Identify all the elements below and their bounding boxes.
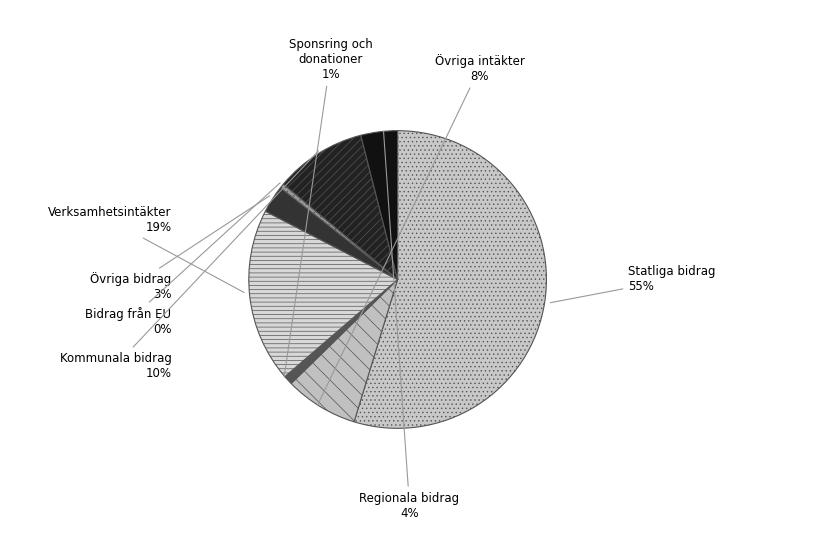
- Text: Statliga bidrag
55%: Statliga bidrag 55%: [550, 266, 716, 303]
- Wedge shape: [283, 135, 398, 280]
- Wedge shape: [280, 184, 398, 280]
- Wedge shape: [361, 131, 398, 280]
- Text: Verksamhetsintäkter
19%: Verksamhetsintäkter 19%: [48, 206, 244, 292]
- Text: Kommunala bidrag
10%: Kommunala bidrag 10%: [59, 151, 318, 380]
- Text: Regionala bidrag
4%: Regionala bidrag 4%: [360, 131, 460, 520]
- Wedge shape: [249, 211, 398, 377]
- Text: Bidrag från EU
0%: Bidrag från EU 0%: [86, 183, 281, 335]
- Text: Övriga intäkter
8%: Övriga intäkter 8%: [318, 54, 525, 405]
- Text: Sponsring och
donationer
1%: Sponsring och donationer 1%: [284, 38, 373, 377]
- Wedge shape: [354, 131, 546, 428]
- Wedge shape: [291, 280, 398, 422]
- Wedge shape: [285, 280, 398, 383]
- Text: Övriga bidrag
3%: Övriga bidrag 3%: [90, 196, 270, 301]
- Wedge shape: [266, 188, 398, 280]
